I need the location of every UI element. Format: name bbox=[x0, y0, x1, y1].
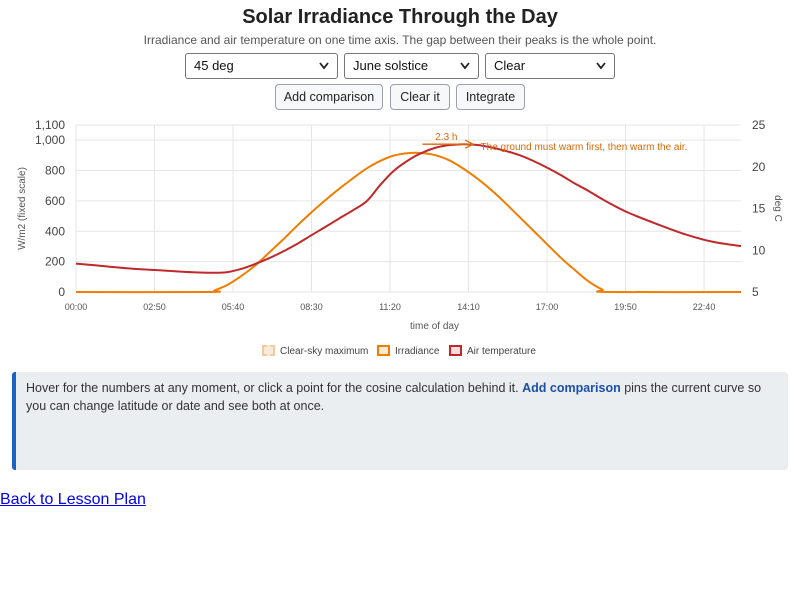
chevron-down-icon bbox=[319, 62, 329, 70]
irradiance-swatch bbox=[377, 345, 390, 356]
legend-item-clear-sky[interactable]: Clear-sky maximum bbox=[262, 345, 368, 359]
x-tick-label: 22:40 bbox=[693, 302, 716, 312]
clear-sky-swatch bbox=[262, 345, 275, 356]
y-left-axis-title: W/m2 (fixed scale) bbox=[17, 167, 28, 250]
latitude-select-value: 45 deg bbox=[194, 58, 234, 73]
legend-item-air-temperature[interactable]: Air temperature bbox=[449, 345, 536, 359]
x-axis-title: time of day bbox=[410, 321, 459, 332]
y-left-tick-label: 200 bbox=[45, 255, 65, 269]
sky-select-value: Clear bbox=[494, 58, 526, 73]
page-subtitle: Irradiance and air temperature on one ti… bbox=[143, 33, 657, 47]
y-left-tick-label: 0 bbox=[58, 285, 65, 299]
y-right-tick-label: 20 bbox=[752, 160, 766, 174]
date-select[interactable]: June solstice bbox=[344, 53, 479, 79]
legend-label-air-temperature: Air temperature bbox=[467, 346, 536, 357]
clear-button[interactable]: Clear it bbox=[390, 84, 450, 110]
x-tick-label: 17:00 bbox=[536, 302, 559, 312]
info-text-after: pins the current curve so you can change… bbox=[26, 381, 762, 413]
x-tick-label: 14:10 bbox=[457, 302, 480, 312]
y-right-axis-title: deg C bbox=[772, 195, 783, 222]
integrate-button[interactable]: Integrate bbox=[456, 84, 525, 110]
latitude-select[interactable]: 45 deg bbox=[185, 53, 338, 79]
y-left-tick-label: 600 bbox=[45, 194, 65, 208]
peak-gap-label: 2.3 h bbox=[435, 132, 457, 143]
legend-item-irradiance[interactable]: Irradiance bbox=[377, 345, 439, 359]
y-right-tick-label: 25 bbox=[752, 118, 766, 132]
x-tick-label: 19:50 bbox=[614, 302, 637, 312]
annotation-text: The ground must warm first, then warm th… bbox=[481, 142, 688, 153]
series-line-air-temperature bbox=[75, 143, 742, 274]
chart-legend: Clear-sky maximum Irradiance Air tempera… bbox=[0, 345, 800, 359]
chevron-down-icon bbox=[460, 62, 470, 70]
info-text-before: Hover for the numbers at any moment, or … bbox=[26, 381, 523, 395]
chevron-down-icon bbox=[596, 62, 606, 70]
y-left-tick-label: 1,000 bbox=[35, 133, 65, 147]
back-to-lesson-plan-link[interactable]: Back to Lesson Plan bbox=[0, 491, 146, 508]
y-left-tick-label: 800 bbox=[45, 164, 65, 178]
add-comparison-button[interactable]: Add comparison bbox=[275, 84, 383, 110]
info-box: Hover for the numbers at any moment, or … bbox=[12, 372, 788, 470]
sky-select[interactable]: Clear bbox=[485, 53, 615, 79]
legend-label-irradiance: Irradiance bbox=[395, 346, 440, 357]
irradiance-chart[interactable]: 00:00 02:50 05:40 08:30 11:20 14:10 17:00 19:50… bbox=[0, 112, 800, 337]
x-tick-label: 11:20 bbox=[379, 302, 401, 312]
x-tick-label: 02:50 bbox=[143, 302, 166, 312]
x-tick-label: 00:00 bbox=[65, 302, 88, 312]
y-right-tick-label: 10 bbox=[752, 243, 766, 257]
x-tick-label: 08:30 bbox=[300, 302, 323, 312]
series-line-irradiance bbox=[75, 151, 742, 294]
page-title: Solar Irradiance Through the Day bbox=[242, 6, 558, 28]
date-select-value: June solstice bbox=[353, 58, 429, 73]
y-left-tick-label: 400 bbox=[45, 224, 65, 238]
y-left-tick-label: 1,100 bbox=[35, 118, 65, 132]
controls-row: 45 deg June solstice Clear bbox=[0, 53, 800, 79]
info-text-bold: Add comparison bbox=[522, 381, 621, 395]
legend-label-clear-sky: Clear-sky maximum bbox=[280, 346, 369, 357]
x-tick-label: 05:40 bbox=[222, 302, 245, 312]
y-right-tick-label: 15 bbox=[752, 202, 766, 216]
y-right-tick-label: 5 bbox=[752, 285, 759, 299]
arrow-head-icon bbox=[464, 139, 475, 149]
action-buttons: Add comparison Clear it Integrate bbox=[0, 84, 800, 110]
temperature-swatch bbox=[449, 345, 462, 356]
